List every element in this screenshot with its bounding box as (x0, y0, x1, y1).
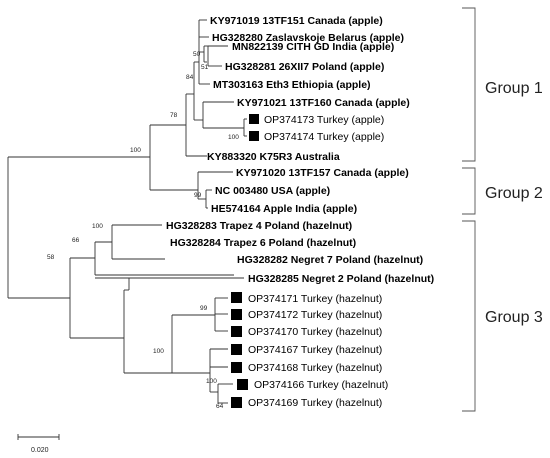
taxon-marker (231, 344, 242, 355)
group-1-label: Group 1 (485, 80, 543, 97)
taxon-label: HG328280 Zaslavskoje Belarus (apple) (212, 32, 404, 44)
taxon-label: HG328285 Negret 2 Poland (hazelnut) (248, 273, 434, 285)
taxon-label: HG328283 Trapez 4 Poland (hazelnut) (166, 220, 352, 232)
taxon-label: HG328284 Trapez 6 Poland (hazelnut) (170, 237, 356, 249)
tree-branches (7, 19, 247, 404)
taxon-label: OP374174 Turkey (apple) (264, 131, 384, 143)
taxon-label: KY971019 13TF151 Canada (apple) (210, 15, 383, 27)
taxon-label: MN822139 CITH GD India (apple) (232, 41, 394, 53)
taxon-label: MT303163 Eth3 Ethiopia (apple) (213, 79, 371, 91)
taxon-label: OP374167 Turkey (hazelnut) (248, 344, 382, 356)
taxon-label: OP374170 Turkey (hazelnut) (248, 326, 382, 338)
taxon-label: KY971021 13TF160 Canada (apple) (237, 97, 410, 109)
taxon-label: HG328282 Negret 7 Poland (hazelnut) (237, 254, 423, 266)
taxon-label: KY971020 13TF157 Canada (apple) (236, 167, 409, 179)
group-2-label: Group 2 (485, 185, 543, 202)
support-value: 100 (228, 134, 239, 141)
support-value: 99 (194, 192, 202, 199)
taxon-label: OP374166 Turkey (hazelnut) (254, 379, 388, 391)
support-value: 58 (47, 254, 55, 261)
taxon-marker (237, 379, 248, 390)
support-value: 100 (153, 348, 164, 355)
taxon-label: OP374168 Turkey (hazelnut) (248, 362, 382, 374)
taxon-marker (231, 292, 242, 303)
taxon-marker (249, 114, 259, 124)
taxon-marker (249, 131, 259, 141)
taxon-marker (231, 362, 242, 373)
taxon-label: HE574164 Apple India (apple) (211, 203, 357, 215)
taxon-markers (231, 114, 259, 408)
taxon-label: HG328281 26XII7 Poland (apple) (225, 61, 384, 73)
taxon-label: OP374171 Turkey (hazelnut) (248, 293, 382, 305)
taxon-label: OP374172 Turkey (hazelnut) (248, 309, 382, 321)
taxon-label: KY883320 K75R3 Australia (207, 151, 340, 163)
support-value: 78 (170, 112, 178, 119)
taxon-label: OP374169 Turkey (hazelnut) (248, 397, 382, 409)
support-value: 64 (216, 403, 224, 410)
taxon-marker (231, 309, 242, 320)
support-value: 50 (193, 51, 201, 58)
taxon-labels: KY971019 13TF151 Canada (apple) HG328280… (166, 15, 434, 409)
taxon-label: OP374173 Turkey (apple) (264, 114, 384, 126)
support-value: 84 (186, 74, 194, 81)
support-value: 100 (206, 378, 217, 385)
group-3-bracket (462, 220, 476, 412)
taxon-marker (231, 397, 242, 408)
taxon-label: NC 003480 USA (apple) (215, 185, 330, 197)
support-value: 66 (72, 237, 80, 244)
taxon-marker (231, 326, 242, 337)
support-values: 50 51 84 78 100 100 99 100 66 58 99 100 … (47, 51, 239, 410)
group-brackets: Group 1 Group 2 Group 3 (462, 7, 543, 412)
group-1-bracket (462, 7, 476, 162)
support-value: 100 (130, 147, 141, 154)
scale-bar-label: 0.020 (31, 447, 49, 454)
group-3-label: Group 3 (485, 309, 543, 326)
support-value: 100 (92, 223, 103, 230)
support-value: 51 (201, 64, 209, 71)
support-value: 99 (200, 305, 208, 312)
group-2-bracket (462, 167, 476, 215)
scale-bar: 0.020 (17, 434, 60, 454)
